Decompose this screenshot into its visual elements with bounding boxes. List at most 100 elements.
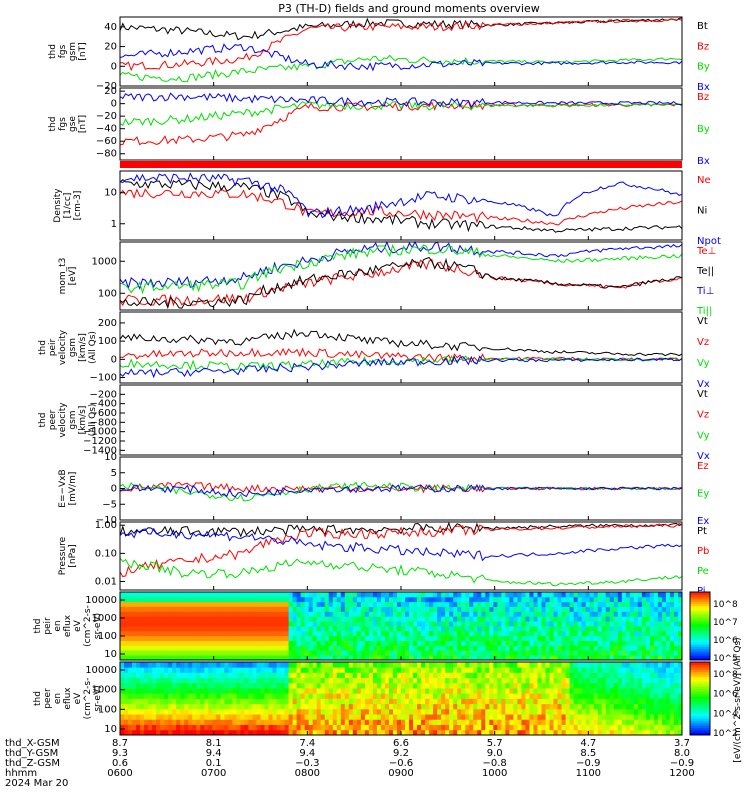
spectrogram-cell	[352, 640, 358, 646]
spectrogram-cell	[300, 708, 306, 715]
spectrogram-cell	[308, 667, 314, 673]
spectrogram-cell	[308, 714, 314, 720]
spectrogram-cell	[533, 650, 538, 656]
spectrogram-cell	[136, 650, 141, 656]
spectrogram-cell	[473, 626, 478, 632]
spectrogram-cell	[320, 596, 326, 603]
y-tick-label: 10	[104, 452, 117, 463]
spectrogram-cell	[212, 621, 217, 627]
spectrogram-cell	[348, 635, 354, 641]
spectrogram-cell	[617, 724, 623, 731]
spectrogram-cell	[529, 719, 534, 725]
spectrogram-cell	[392, 645, 398, 651]
spectrogram-cell	[533, 698, 538, 705]
spectrogram-cell	[489, 616, 494, 622]
x-tick-label: 3.7	[674, 738, 690, 749]
spectrogram-cell	[132, 655, 137, 661]
spectrogram-cell	[573, 688, 579, 694]
spectrogram-cell	[332, 640, 338, 646]
spectrogram-cell	[132, 630, 137, 637]
spectrogram-cell	[629, 606, 635, 612]
spectrogram-cell	[413, 592, 418, 598]
spectrogram-cell	[461, 677, 466, 684]
spectrogram-cell	[553, 635, 558, 641]
spectrogram-cell	[445, 645, 450, 651]
spectrogram-cell	[637, 719, 643, 725]
spectrogram-cell	[344, 645, 350, 651]
spectrogram-cell	[384, 601, 390, 607]
spectrogram-cell	[128, 601, 133, 607]
spectrogram-cell	[461, 630, 466, 637]
spectrogram-cell	[184, 601, 189, 607]
spectrogram-cell	[348, 688, 354, 694]
colorbar: 10^810^610^410^2	[689, 661, 738, 739]
y-tick-label: −400	[90, 399, 117, 410]
spectrogram-cell	[401, 616, 406, 622]
spectrogram-cell	[344, 655, 350, 661]
spectrogram-cell	[124, 650, 129, 656]
spectrogram-cell	[417, 719, 422, 725]
spectrogram-cell	[545, 662, 550, 668]
spectrogram-cell	[156, 667, 161, 673]
spectrogram-cell	[445, 640, 450, 646]
spectrogram-cell	[204, 606, 209, 612]
spectrogram-cell	[581, 698, 587, 705]
spectrogram-cell	[348, 672, 354, 679]
spectrogram-cell	[525, 682, 530, 689]
spectrogram-cell	[340, 703, 346, 710]
spectrogram-cell	[240, 724, 245, 731]
spectrogram-cell	[220, 606, 225, 612]
spectrogram-cell	[352, 601, 358, 607]
spectrogram-cell	[481, 693, 486, 699]
spectrogram-cell	[304, 616, 310, 622]
spectrogram-cell	[140, 729, 145, 736]
spectrogram-cell	[212, 708, 217, 715]
spectrogram-cell	[545, 677, 550, 684]
spectrogram-cell	[553, 645, 558, 651]
spectrogram-cell	[577, 650, 583, 656]
spectrogram-cell	[405, 662, 410, 668]
spectrogram-cell	[132, 682, 137, 689]
spectrogram-cell	[128, 703, 133, 710]
spectrogram-cell	[312, 667, 318, 673]
spectrogram-cell	[649, 672, 655, 679]
spectrogram-cell	[593, 662, 599, 668]
spectrogram-cell	[256, 672, 261, 679]
spectrogram-cell	[625, 626, 631, 632]
spectrogram-cell	[645, 630, 651, 637]
spectrogram-cell	[320, 693, 326, 699]
colorbar-segment	[690, 626, 710, 629]
spectrogram-cell	[296, 626, 302, 632]
spectrogram-cell	[601, 626, 607, 632]
spectrogram-cell	[557, 667, 562, 673]
spectrogram-cell	[280, 729, 285, 736]
spectrogram-cell	[613, 611, 619, 617]
spectrogram-cell	[661, 645, 667, 651]
spectrogram-cell	[392, 621, 398, 627]
spectrogram-cell	[541, 693, 546, 699]
spectrogram-cell	[641, 611, 647, 617]
spectrogram-cell	[368, 729, 374, 736]
spectrogram-cell	[505, 667, 510, 673]
spectrogram-cell	[553, 650, 558, 656]
spectrogram-cell	[505, 724, 510, 731]
spectrogram-cell	[340, 635, 346, 641]
spectrogram-cell	[497, 601, 502, 607]
colorbar-tick-label: 10^6	[713, 690, 738, 700]
spectrogram-cell	[188, 682, 193, 689]
spectrogram-cell	[316, 645, 322, 651]
spectrogram-cell	[409, 682, 414, 689]
spectrogram-cell	[308, 621, 314, 627]
spectrogram-cell	[665, 635, 671, 641]
spectrogram-cell	[633, 630, 639, 637]
spectrogram-cell	[236, 606, 241, 612]
spectrogram-cell	[405, 698, 410, 705]
spectrogram-cell	[232, 729, 237, 736]
spectrogram-cell	[244, 714, 249, 720]
spectrogram-cell	[477, 630, 482, 637]
spectrogram-cell	[565, 626, 570, 632]
spectrogram-cell	[252, 630, 257, 637]
spectrogram-cell	[537, 645, 542, 651]
spectrogram-cell	[132, 621, 137, 627]
spectrogram-cell	[360, 714, 366, 720]
